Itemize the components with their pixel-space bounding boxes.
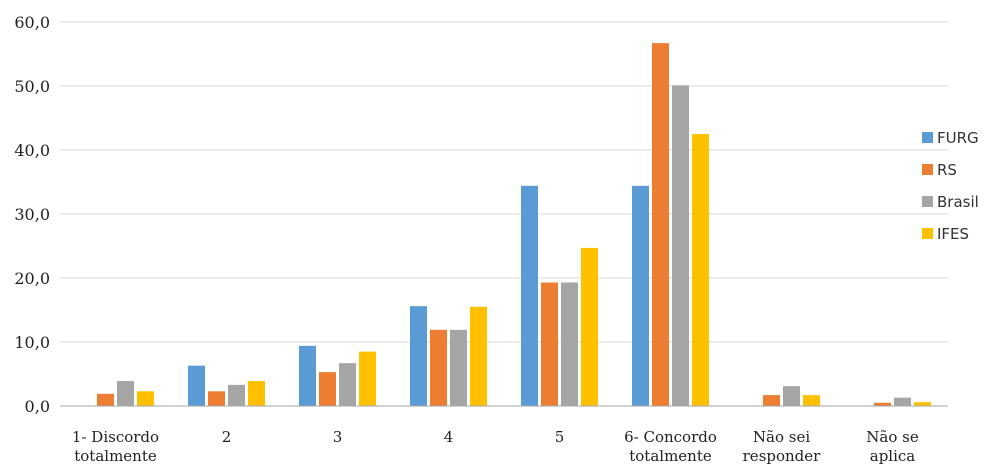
bar-rs	[652, 43, 669, 407]
bar-rs	[763, 395, 780, 406]
bar-furg	[521, 185, 538, 406]
y-tick-label: 0,0	[25, 397, 50, 416]
bar-ifes	[914, 402, 931, 406]
legend-label-brasil: Brasil	[937, 193, 979, 211]
bar-ifes	[470, 306, 487, 406]
bar-brasil	[450, 329, 467, 406]
bar-ifes	[359, 351, 376, 406]
y-axis-tick-labels: 0,0 10,0 20,0 30,0 40,0 50,0 60,0	[14, 13, 50, 416]
y-tick-label: 10,0	[14, 333, 50, 352]
bar-rs	[97, 393, 114, 406]
legend-swatch-brasil	[922, 196, 933, 207]
bar-ifes	[803, 395, 820, 406]
x-category-label: 2	[222, 428, 232, 446]
legend-swatch-rs	[922, 164, 933, 175]
bar-furg	[299, 345, 316, 406]
gridlines	[60, 21, 948, 343]
bar-furg	[410, 306, 427, 406]
x-category-label: Não sei responder	[743, 428, 822, 465]
y-tick-label: 20,0	[14, 269, 50, 288]
bars	[97, 43, 931, 407]
bar-furg	[188, 365, 205, 406]
bar-brasil	[783, 386, 800, 406]
bar-rs	[208, 391, 225, 406]
legend-swatch-ifes	[922, 228, 933, 239]
y-tick-label: 50,0	[14, 77, 50, 96]
x-category-label: 3	[333, 428, 343, 446]
x-category-label: 5	[555, 428, 565, 446]
bar-furg	[632, 185, 649, 406]
bar-ifes	[137, 391, 154, 406]
bar-ifes	[581, 247, 598, 406]
bar-rs	[430, 329, 447, 406]
y-tick-label: 30,0	[14, 205, 50, 224]
x-category-label: Não se aplica	[866, 428, 919, 465]
y-tick-label: 40,0	[14, 141, 50, 160]
legend-label-furg: FURG	[937, 129, 979, 147]
legend: FURG RS Brasil IFES	[922, 129, 979, 243]
bar-brasil	[894, 397, 911, 406]
bar-ifes	[692, 134, 709, 406]
x-category-label: 1- Discordo totalmente	[72, 428, 159, 465]
x-category-label: 4	[444, 428, 454, 446]
bar-brasil	[672, 85, 689, 407]
bar-brasil	[339, 363, 356, 406]
y-tick-label: 60,0	[14, 13, 50, 32]
bar-brasil	[561, 282, 578, 406]
x-axis-category-labels: 1- Discordo totalmente 2 3 4 5 6- Concordo tota…	[72, 428, 919, 465]
x-category-label: 6- Concordo totalmente	[624, 428, 717, 465]
legend-label-rs: RS	[937, 161, 957, 179]
legend-label-ifes: IFES	[937, 225, 969, 243]
bar-ifes	[248, 381, 265, 406]
bar-brasil	[228, 384, 245, 406]
bar-rs	[541, 282, 558, 406]
bar-rs	[874, 402, 891, 406]
legend-swatch-furg	[922, 132, 933, 143]
bar-brasil	[117, 381, 134, 406]
bar-rs	[319, 372, 336, 406]
